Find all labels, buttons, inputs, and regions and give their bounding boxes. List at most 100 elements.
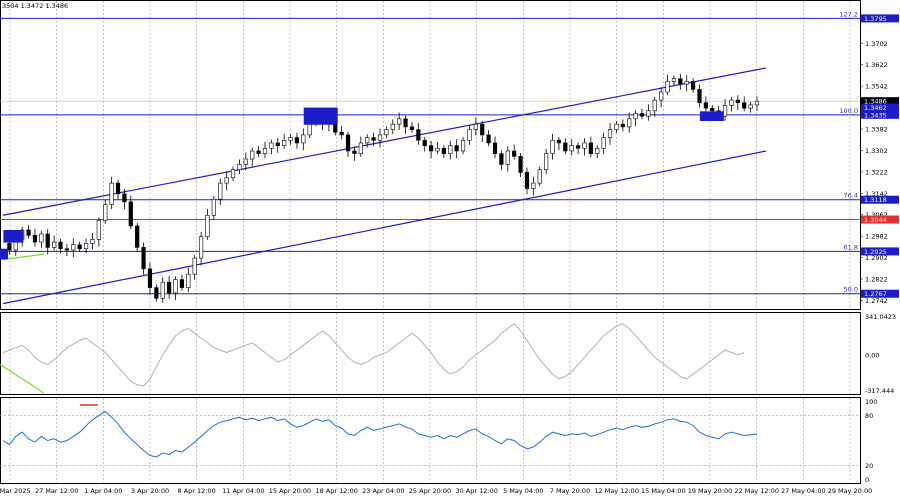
x-tick-label: 25 Apr 20:00 [409,487,451,495]
candle-body [563,142,568,152]
candle-body [703,102,708,109]
price-tag-box [861,195,899,204]
price-tag-text: 1.2925 [864,248,887,256]
candle-body [435,148,440,152]
candle-body [754,100,760,106]
candle-body [633,113,638,120]
candle-body [652,99,657,112]
candle-body [7,243,12,251]
candle-body [665,81,670,93]
candle-body [250,150,255,160]
candle-body [115,182,121,195]
rsi-tick-label: 80 [865,412,873,420]
x-tick-label: 15 Apr 20:00 [269,487,311,495]
y-tick-label: 1.3142 [865,190,888,198]
cci-line [2,323,745,387]
x-tick-label: 27 Mar 2025 [0,487,31,495]
current-price-box [861,97,899,106]
candle-body [218,182,223,200]
candle-body [735,99,740,104]
candle-body [135,225,140,248]
candle-body [556,139,562,144]
cci-indicator: 341.0423 0.00 -317.444 [0,313,896,395]
candle-body [460,139,466,152]
x-tick-label: 11 Apr 04:00 [222,487,264,495]
candle-body [518,156,523,173]
candle-body [26,229,31,236]
time-axis: 27 Mar 2025 27 Mar 12:00 1 Apr 04:00 3 Apr … [0,487,872,495]
candle-body [467,129,472,141]
current-price-box [861,103,899,112]
y-tick-label: 1.3382 [865,126,888,134]
candle-body [614,123,619,130]
candle-body [160,281,165,299]
rsi-indicator: 100 80 20 0 [0,398,877,484]
candle-body [186,273,191,288]
candle-body [358,142,363,154]
candle-body [90,239,95,244]
x-tick-label: 5 May 04:00 [503,487,543,495]
y-tick-label: 1.3222 [865,168,888,176]
candle-body [537,169,542,184]
candle-body [390,123,395,130]
candle-body [748,104,753,109]
rsi-tick-label: 0 [865,476,869,484]
x-tick-label: 19 May 20:00 [688,487,733,495]
candle-body [569,145,574,152]
candles [7,73,760,303]
candle-body [671,78,677,82]
candle-body [39,233,44,243]
x-tick-label: 3 Apr 20:00 [131,487,169,495]
current-price-text: 1.3462 [864,104,887,112]
cci-green-line [0,364,45,394]
price-tag-box [861,247,899,256]
green-trend-line [3,253,45,261]
candle-body [109,182,114,205]
trend-channel[interactable] [2,67,767,305]
price-axis: 1.3702 1.3622 1.3542 1.3462 1.3382 1.3302 1.32… [860,40,888,305]
y-tick-label: 1.2742 [865,297,888,305]
candle-body [96,220,101,240]
x-tick-label: 8 Apr 12:00 [178,487,216,495]
candle-body [294,137,300,144]
candle-body [742,102,747,109]
candle-body [575,145,581,149]
candle-body [531,182,536,189]
price-tag-box [861,215,899,224]
fibonacci-levels: 127.2 100.0 76.4 61.8 50.0 [0,10,860,295]
candle-body [352,150,357,154]
rsi-line [2,410,758,458]
candle-body [262,148,268,154]
candle-body [147,268,153,288]
candle-body [512,150,517,157]
candle-body [729,99,734,106]
candle-body [269,142,274,149]
y-tick-label: 1.3542 [865,83,888,91]
candle-body [179,279,185,288]
main-panel-frame [0,0,861,310]
price-tag-box [861,14,899,23]
candle-body [371,137,376,141]
channel-lower-line [2,150,767,305]
candle-body [243,158,248,165]
candle-body [237,164,242,171]
candle-body [103,204,108,221]
candle-body [173,279,178,294]
highlight-box [699,111,724,121]
candle-body [32,235,38,243]
candle-body [710,107,715,112]
candle-body [224,177,229,184]
candle-body [198,236,204,259]
candle-body [627,118,632,128]
candle-body [473,123,478,130]
candle-body [524,172,530,189]
level-label: 127.2 [839,10,858,18]
candle-body [77,244,82,250]
highlight-box [3,229,24,243]
candle-body [122,193,127,203]
candle-body [550,139,555,154]
candle-body [397,118,402,125]
x-tick-label: 29 May 20:00 [828,487,873,495]
